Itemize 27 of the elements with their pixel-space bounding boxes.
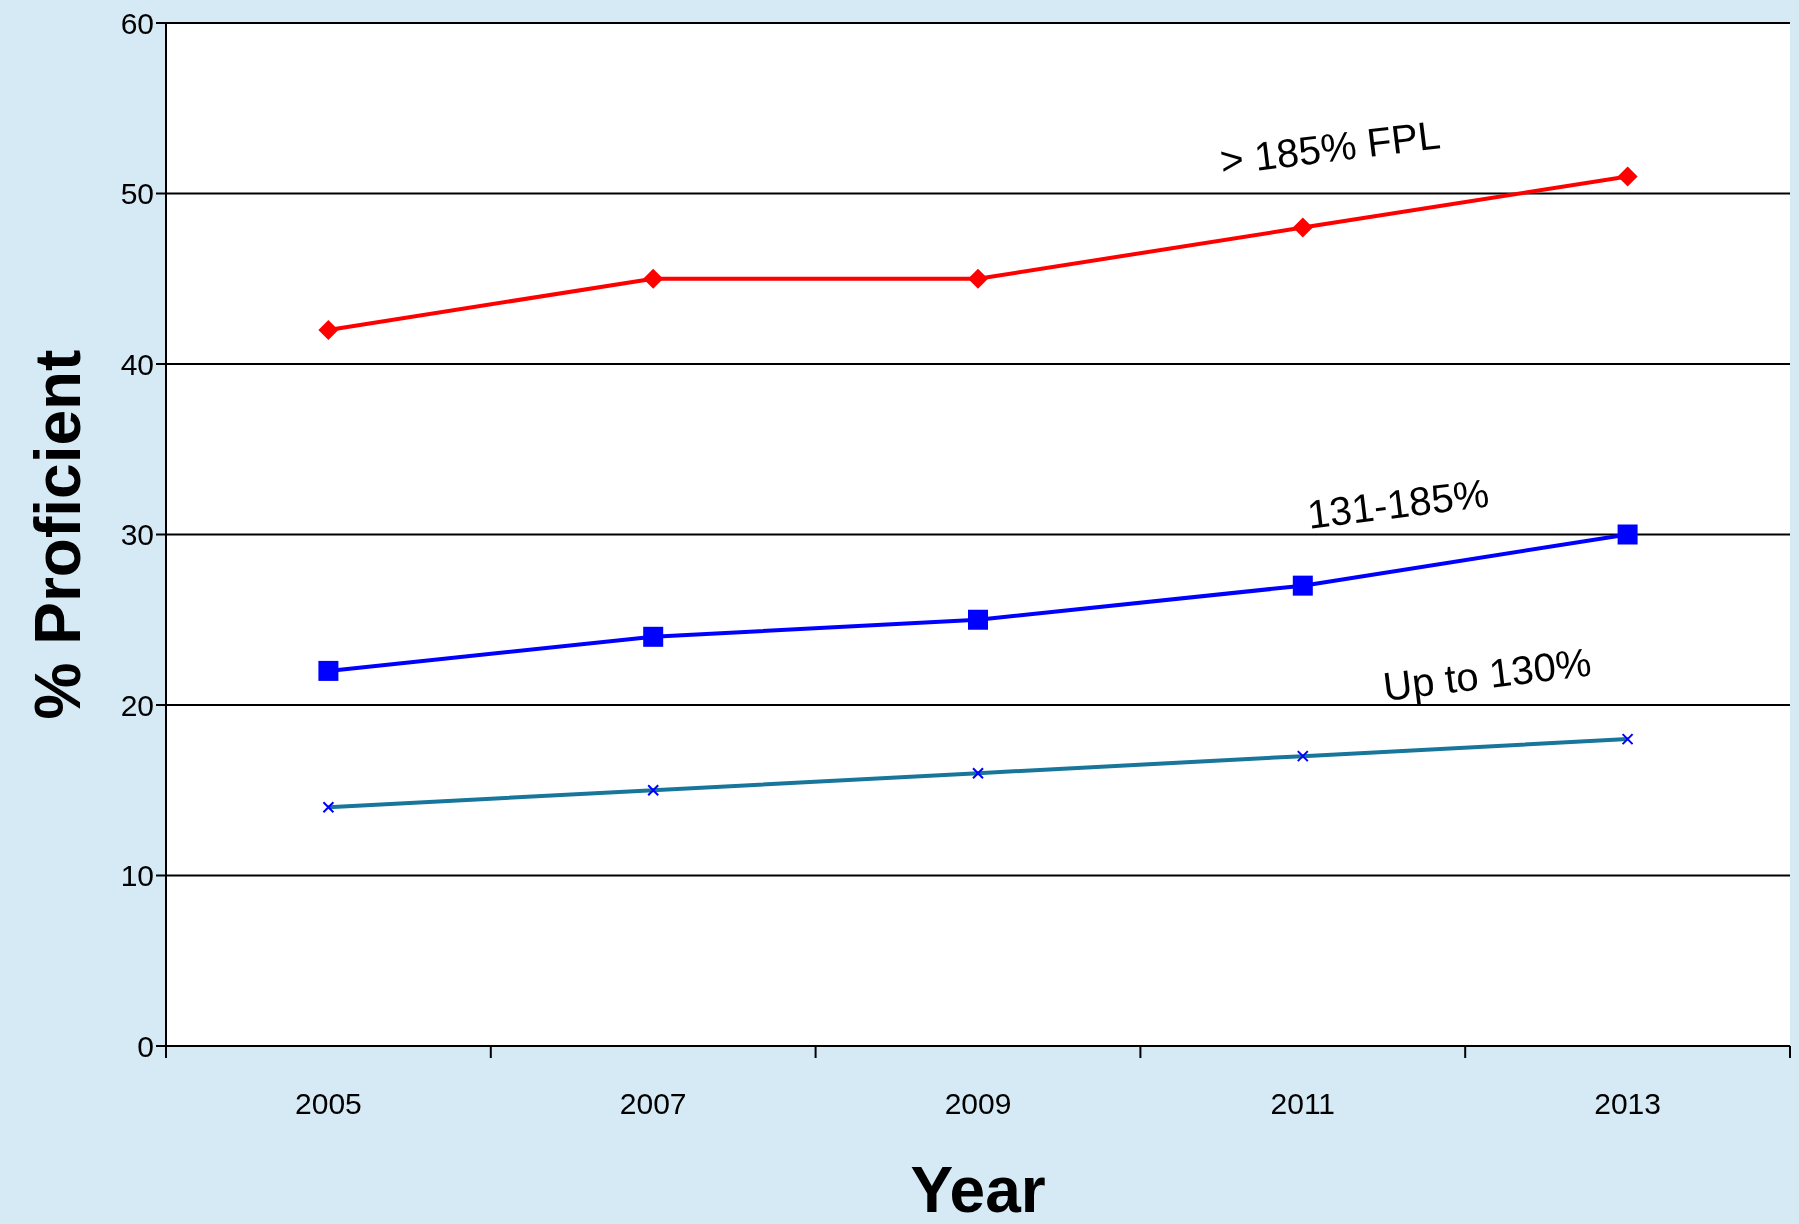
point: [968, 268, 988, 289]
point: [968, 609, 988, 630]
x-tick-label: 2007: [619, 1087, 687, 1120]
point: [1617, 166, 1638, 187]
x-tick-label: 2013: [1594, 1087, 1661, 1120]
y-axis-title: % Proficient: [22, 349, 94, 720]
point: [318, 319, 339, 340]
x-tick-label: 2005: [295, 1087, 362, 1120]
point: [1292, 217, 1313, 238]
x-axis-title: Year: [910, 1154, 1046, 1224]
x-tick-label: 2011: [1270, 1087, 1336, 1120]
point: [1292, 575, 1313, 596]
y-tick-label: 10: [120, 859, 154, 893]
point: [643, 268, 664, 289]
point: [1617, 524, 1638, 545]
x-tick-label: 2009: [944, 1087, 1012, 1120]
y-tick-label: 60: [120, 6, 154, 40]
text: > 185% FPL: [1217, 112, 1443, 184]
y-tick-label: 40: [120, 347, 154, 381]
y-tick-label: 30: [120, 518, 154, 552]
point: [318, 660, 339, 681]
text: Up to 130%: [1380, 639, 1594, 709]
y-tick-label: 50: [120, 177, 154, 211]
y-tick-label: 0: [137, 1029, 154, 1063]
y-tick-label: 20: [120, 688, 154, 722]
point: [643, 626, 664, 647]
text: 131-185%: [1304, 470, 1492, 537]
